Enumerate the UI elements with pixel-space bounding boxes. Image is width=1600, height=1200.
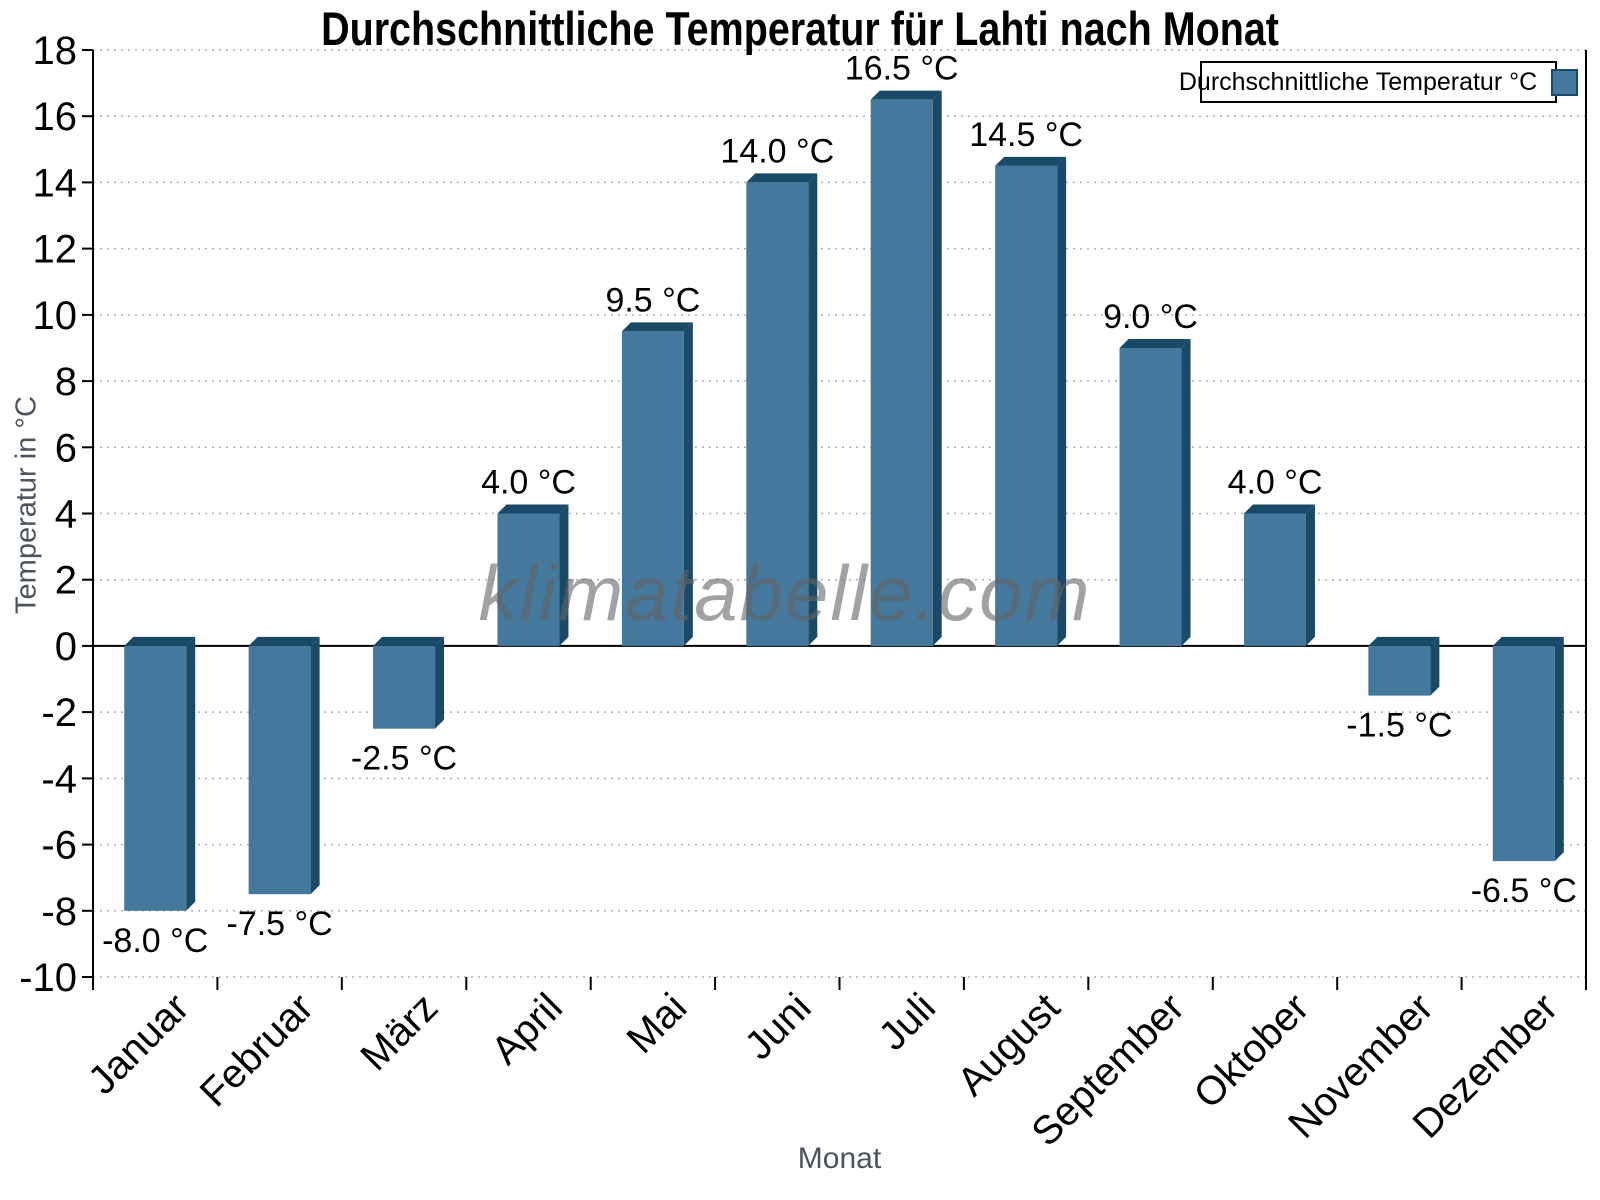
bar-august [995, 156, 1067, 646]
bar-side-face [808, 173, 818, 646]
chart-title: Durchschnittliche Temperatur für Lahti n… [321, 2, 1279, 55]
y-tick-label: 10 [33, 294, 78, 338]
bar-side-face [1305, 504, 1315, 646]
bar-front-face [373, 645, 436, 729]
bar-top-face [373, 636, 445, 646]
bar-value-label: 16.5 °C [845, 50, 959, 88]
legend-label: Durchschnittliche Temperatur °C [1178, 67, 1538, 96]
bar-top-face [124, 636, 196, 646]
bar-top-face [248, 636, 320, 646]
y-tick-label: 16 [33, 95, 78, 139]
bar-value-label: 9.5 °C [605, 281, 700, 319]
bar-februar [248, 636, 320, 895]
bar-front-face [995, 165, 1058, 646]
bar-value-label: -1.5 °C [1346, 707, 1452, 745]
bar-value-label: -2.5 °C [351, 740, 457, 778]
bar-side-face [1057, 156, 1067, 646]
bar-juli [870, 90, 942, 646]
bar-oktober [1243, 504, 1315, 646]
y-tick-label: 2 [55, 559, 77, 603]
bar-januar [124, 636, 196, 911]
bar-side-face [932, 90, 942, 646]
bar-side-face [310, 636, 320, 895]
bar-side-face [435, 636, 445, 729]
bar-top-face [995, 156, 1067, 166]
x-axis-title: Monat [797, 1142, 882, 1175]
bar-top-face [870, 90, 942, 100]
bar-side-face [559, 504, 569, 646]
bar-side-face [1554, 636, 1564, 862]
y-tick-label: -10 [19, 956, 77, 1000]
x-tick-label: März [352, 985, 446, 1079]
bar-front-face [124, 645, 187, 911]
bar-side-face [186, 636, 196, 911]
bar-side-face [683, 322, 693, 646]
y-tick-label: 4 [55, 493, 77, 537]
bar-front-face [870, 99, 933, 646]
x-tick-label: August [949, 985, 1068, 1104]
x-tick-label: Februar [192, 985, 322, 1115]
bar-november [1368, 636, 1440, 696]
bar-front-face [1368, 645, 1431, 696]
bar-juni [746, 173, 818, 646]
x-tick-label: Mai [619, 985, 696, 1062]
bar-side-face [1181, 338, 1191, 646]
bar-front-face [248, 645, 311, 895]
bar-value-label: 4.0 °C [481, 464, 576, 502]
bar-value-label: 14.0 °C [720, 132, 834, 170]
legend: Durchschnittliche Temperatur °C [1179, 61, 1579, 103]
y-tick-label: -6 [41, 824, 77, 868]
bar-mai [621, 322, 693, 646]
x-tick-label: Januar [80, 985, 198, 1103]
y-tick-label: 12 [33, 228, 78, 272]
bar-april [497, 504, 569, 646]
x-tick-label: Juli [871, 985, 945, 1059]
bar-side-face [1430, 636, 1440, 696]
y-tick-label: 6 [55, 426, 77, 470]
bar-value-label: 9.0 °C [1103, 298, 1198, 336]
bar-front-face [746, 182, 809, 646]
bar-top-face [1119, 338, 1191, 348]
bar-september [1119, 338, 1191, 646]
bar-value-label: -6.5 °C [1471, 872, 1577, 910]
bar-front-face [1119, 348, 1182, 646]
bar-value-label: -7.5 °C [227, 905, 333, 943]
bar-märz [373, 636, 445, 729]
legend-swatch-icon [1551, 68, 1579, 96]
bar-value-label: -8.0 °C [102, 922, 208, 960]
y-tick-label: 14 [33, 161, 78, 205]
y-tick-label: -8 [41, 890, 77, 934]
y-tick-label: 0 [55, 625, 77, 669]
x-tick-label: Juni [737, 985, 820, 1068]
y-tick-label: -4 [41, 757, 77, 801]
bar-top-face [746, 173, 818, 183]
bar-top-face [621, 322, 693, 332]
bar-value-label: 4.0 °C [1228, 464, 1323, 502]
bar-front-face [621, 331, 684, 646]
bar-top-face [497, 504, 569, 514]
bar-front-face [497, 513, 560, 646]
bar-top-face [1492, 636, 1564, 646]
x-tick-label: April [483, 985, 571, 1073]
y-axis-title: Temperatur in °C [10, 396, 43, 614]
y-tick-label: 8 [55, 360, 77, 404]
bar-front-face [1492, 645, 1555, 862]
bar-dezember [1492, 636, 1564, 862]
bar-value-label: 14.5 °C [969, 116, 1083, 154]
y-tick-label: 18 [33, 29, 78, 73]
y-tick-label: -2 [41, 691, 77, 735]
bar-top-face [1368, 636, 1440, 646]
bar-front-face [1243, 513, 1306, 646]
bar-top-face [1243, 504, 1315, 514]
